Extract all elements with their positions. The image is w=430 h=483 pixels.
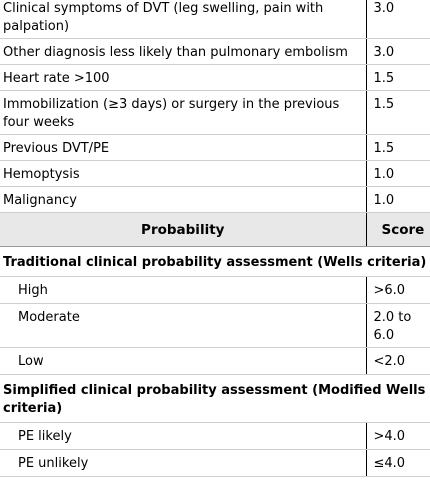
score-column-header: Score xyxy=(365,212,430,247)
table-row: Hemoptysis 1.0 xyxy=(0,160,430,187)
probability-label: Moderate xyxy=(0,303,366,348)
table-row: Low <2.0 xyxy=(0,347,430,375)
probability-score: >6.0 xyxy=(365,276,430,304)
probability-score: >4.0 xyxy=(365,422,430,450)
probability-label: PE likely xyxy=(0,422,366,450)
table-row: Moderate 2.0 to 6.0 xyxy=(0,303,430,348)
probability-score: 2.0 to 6.0 xyxy=(365,303,430,348)
section-heading-row: Traditional clinical probability assessm… xyxy=(0,246,430,277)
criterion-score: 3.0 xyxy=(365,38,430,65)
table-row: High >6.0 xyxy=(0,276,430,304)
criterion-score: 1.5 xyxy=(365,134,430,161)
simplified-assessment-title: Simplified clinical probability assessme… xyxy=(0,374,430,423)
probability-label: Low xyxy=(0,347,366,375)
table-row: PE unlikely ≤4.0 xyxy=(0,449,430,477)
criterion-label: Malignancy xyxy=(0,186,366,213)
criterion-score: 1.5 xyxy=(365,90,430,135)
probability-label: High xyxy=(0,276,366,304)
criterion-label: Hemoptysis xyxy=(0,160,366,187)
table-row: Previous DVT/PE 1.5 xyxy=(0,134,430,161)
probability-column-header: Probability xyxy=(0,212,366,247)
criterion-label: Other diagnosis less likely than pulmona… xyxy=(0,38,366,65)
criterion-label: Clinical symptoms of DVT (leg swelling, … xyxy=(0,0,366,39)
criterion-score: 1.5 xyxy=(365,64,430,91)
criterion-score: 3.0 xyxy=(365,0,430,39)
criterion-label: Heart rate >100 xyxy=(0,64,366,91)
table-row: Other diagnosis less likely than pulmona… xyxy=(0,38,430,65)
probability-score: <2.0 xyxy=(365,347,430,375)
criterion-score: 1.0 xyxy=(365,160,430,187)
table-row: Malignancy 1.0 xyxy=(0,186,430,213)
table-row: PE likely >4.0 xyxy=(0,422,430,450)
criterion-label: Immobilization (≥3 days) or surgery in t… xyxy=(0,90,366,135)
traditional-assessment-title: Traditional clinical probability assessm… xyxy=(0,246,430,277)
table-header-row: Probability Score xyxy=(0,212,430,247)
section-heading-row: Simplified clinical probability assessme… xyxy=(0,374,430,423)
probability-label: PE unlikely xyxy=(0,449,366,477)
table-row: Heart rate >100 1.5 xyxy=(0,64,430,91)
table-row: Immobilization (≥3 days) or surgery in t… xyxy=(0,90,430,135)
criterion-label: Previous DVT/PE xyxy=(0,134,366,161)
criterion-score: 1.0 xyxy=(365,186,430,213)
table-row: Clinical symptoms of DVT (leg swelling, … xyxy=(0,0,430,39)
probability-score: ≤4.0 xyxy=(365,449,430,477)
